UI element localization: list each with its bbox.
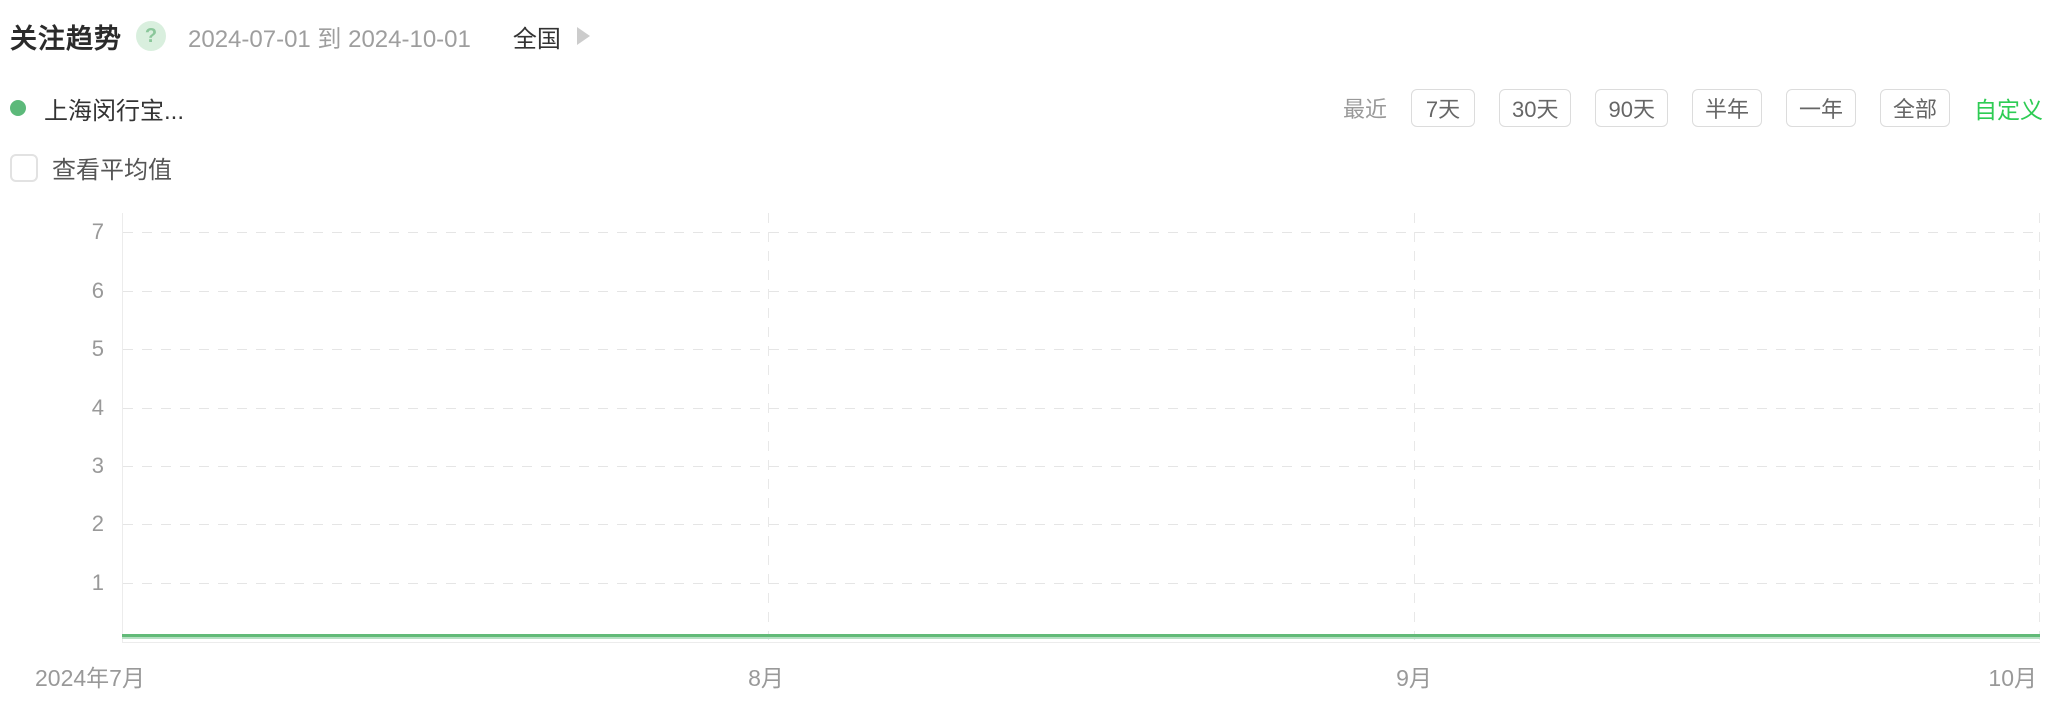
- region-label: 全国: [512, 25, 561, 53]
- gridline-h-2: [123, 524, 2040, 525]
- gridline-h-5: [123, 349, 2040, 350]
- custom-range-link[interactable]: 自定义: [1974, 97, 2043, 123]
- gridline-h-7: [123, 232, 2040, 233]
- chevron-right-icon: [576, 27, 590, 45]
- panel-header: 关注趋势 ? 2024-07-01 到 2024-10-01 全国: [10, 14, 590, 58]
- region-selector[interactable]: 全国: [513, 19, 590, 54]
- average-control-row: 查看平均值: [10, 150, 172, 185]
- gridline-h-3: [123, 466, 2040, 467]
- x-tick-label: 2024年7月: [35, 665, 145, 691]
- average-checkbox[interactable]: [10, 153, 38, 182]
- help-icon[interactable]: ?: [136, 21, 166, 51]
- gridline-h-1: [123, 583, 2040, 584]
- x-tick-label: 8月: [748, 665, 784, 691]
- range-button-7d[interactable]: 7天: [1410, 89, 1475, 127]
- x-tick-label: 9月: [1396, 665, 1432, 691]
- range-button-one-year[interactable]: 一年: [1785, 89, 1856, 127]
- gridline-v-oct: [2039, 213, 2040, 640]
- gridline-h-4: [123, 408, 2040, 409]
- page-title: 关注趋势: [10, 23, 122, 54]
- range-button-30d[interactable]: 30天: [1498, 89, 1572, 127]
- y-tick-label: 7: [91, 219, 104, 244]
- legend-item[interactable]: 上海闵行宝...: [10, 91, 184, 126]
- legend-dot-icon: [10, 100, 26, 116]
- y-tick-label: 1: [91, 570, 104, 595]
- y-tick-label: 2: [91, 511, 104, 536]
- average-checkbox-label: 查看平均值: [52, 157, 172, 184]
- date-range-text: 2024-07-01 到 2024-10-01: [188, 25, 471, 53]
- y-tick-label: 4: [91, 395, 104, 420]
- x-tick-label: 10月: [1988, 665, 2037, 691]
- recent-label: 最近: [1342, 97, 1387, 122]
- gridline-v-aug: [768, 213, 769, 640]
- range-button-all[interactable]: 全部: [1879, 89, 1950, 127]
- y-tick-label: 3: [91, 453, 104, 478]
- legend-series-label: 上海闵行宝...: [44, 97, 185, 125]
- series-line: [122, 634, 2040, 639]
- y-tick-label: 6: [91, 278, 104, 303]
- y-tick-label: 5: [91, 336, 104, 361]
- legend-toolbar-row: 上海闵行宝... 最近 7天 30天 90天 半年 一年 全部 自定义: [10, 86, 2043, 130]
- time-range-toolbar: 最近 7天 30天 90天 半年 一年 全部 自定义: [1343, 89, 2043, 127]
- range-button-half-year[interactable]: 半年: [1691, 89, 1762, 127]
- gridline-v-sep: [1414, 213, 1415, 640]
- x-axis-line: [122, 642, 2040, 643]
- range-button-90d[interactable]: 90天: [1595, 89, 1668, 127]
- y-axis-line: [122, 213, 123, 643]
- gridline-h-6: [123, 291, 2040, 292]
